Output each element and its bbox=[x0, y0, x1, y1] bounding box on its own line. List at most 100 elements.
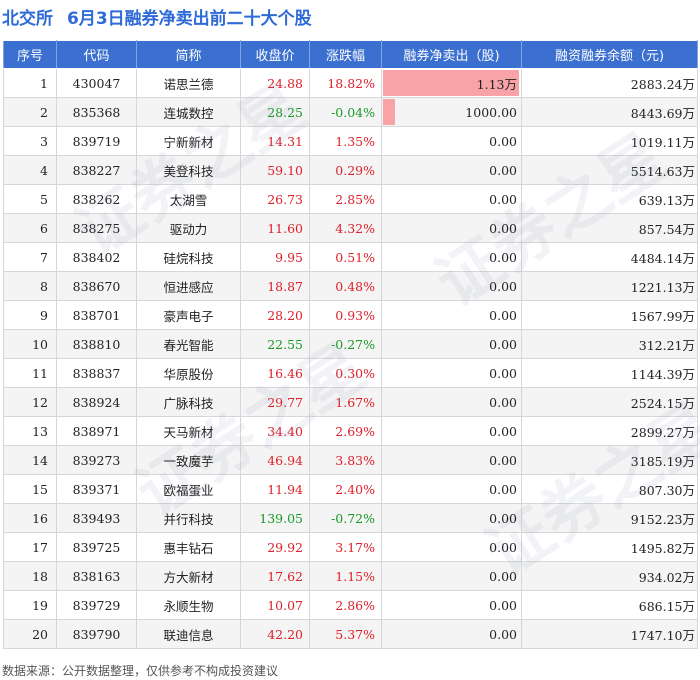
net-sell-value: 0.00 bbox=[489, 162, 517, 178]
rank-cell: 1 bbox=[3, 68, 57, 98]
change-pct-cell: 0.30% bbox=[309, 358, 382, 388]
change-pct-cell: -0.04% bbox=[309, 97, 382, 127]
rank-cell: 8 bbox=[3, 271, 57, 301]
title-bar: 北交所 6月3日融券净卖出前二十大个股 bbox=[0, 0, 700, 32]
name-cell: 诺思兰德 bbox=[136, 68, 241, 98]
rank-cell: 19 bbox=[3, 590, 57, 620]
table-row: 10 838810 春光智能 22.55 -0.27% 0.00 312.21万 bbox=[3, 329, 698, 359]
rank-cell: 15 bbox=[3, 474, 57, 504]
code-cell: 838837 bbox=[56, 358, 137, 388]
name-cell: 天马新材 bbox=[136, 416, 241, 446]
close-price-cell: 17.62 bbox=[240, 561, 310, 591]
net-sell-value: 0.00 bbox=[489, 336, 517, 352]
code-cell: 838163 bbox=[56, 561, 137, 591]
change-pct-cell: 3.17% bbox=[309, 532, 382, 562]
net-sell-value: 0.00 bbox=[489, 626, 517, 642]
change-pct-cell: 4.32% bbox=[309, 213, 382, 243]
name-cell: 方大新材 bbox=[136, 561, 241, 591]
header-balance[interactable]: 融资融券余额（元) bbox=[521, 40, 698, 69]
balance-cell: 312.21万 bbox=[521, 329, 698, 359]
net-sell-value: 0.00 bbox=[489, 249, 517, 265]
close-price-cell: 26.73 bbox=[240, 184, 310, 214]
net-sell-value: 1000.00 bbox=[465, 104, 517, 120]
balance-cell: 5514.63万 bbox=[521, 155, 698, 185]
code-cell: 838701 bbox=[56, 300, 137, 330]
net-sell-cell: 0.00 bbox=[381, 387, 522, 417]
table-row: 15 839371 欧福蛋业 11.94 2.40% 0.00 807.30万 bbox=[3, 474, 698, 504]
code-cell: 838924 bbox=[56, 387, 137, 417]
net-sell-cell: 0.00 bbox=[381, 474, 522, 504]
change-pct-cell: 3.83% bbox=[309, 445, 382, 475]
close-price-cell: 16.46 bbox=[240, 358, 310, 388]
balance-cell: 1221.13万 bbox=[521, 271, 698, 301]
rank-cell: 7 bbox=[3, 242, 57, 272]
rank-cell: 10 bbox=[3, 329, 57, 359]
code-cell: 839493 bbox=[56, 503, 137, 533]
header-name[interactable]: 简称 bbox=[136, 40, 241, 69]
net-sell-cell: 0.00 bbox=[381, 242, 522, 272]
change-pct-cell: 18.82% bbox=[309, 68, 382, 98]
data-source-note: 数据来源：公开数据整理，仅供参考不构成投资建议 bbox=[2, 664, 279, 678]
balance-cell: 807.30万 bbox=[521, 474, 698, 504]
balance-cell: 2524.15万 bbox=[521, 387, 698, 417]
close-price-cell: 28.25 bbox=[240, 97, 310, 127]
close-price-cell: 139.05 bbox=[240, 503, 310, 533]
close-price-cell: 10.07 bbox=[240, 590, 310, 620]
rank-cell: 4 bbox=[3, 155, 57, 185]
table-row: 20 839790 联迪信息 42.20 5.37% 0.00 1747.10万 bbox=[3, 619, 698, 649]
close-price-cell: 9.95 bbox=[240, 242, 310, 272]
balance-cell: 1019.11万 bbox=[521, 126, 698, 156]
close-price-cell: 14.31 bbox=[240, 126, 310, 156]
code-cell: 839790 bbox=[56, 619, 137, 649]
table-row: 19 839729 永顺生物 10.07 2.86% 0.00 686.15万 bbox=[3, 590, 698, 620]
change-pct-cell: 2.40% bbox=[309, 474, 382, 504]
name-cell: 硅烷科技 bbox=[136, 242, 241, 272]
rank-cell: 14 bbox=[3, 445, 57, 475]
table-header-row: 序号 代码 简称 收盘价 涨跌幅 融券净卖出（股) 融资融券余额（元) bbox=[3, 40, 698, 69]
rank-cell: 3 bbox=[3, 126, 57, 156]
net-sell-value: 0.00 bbox=[489, 597, 517, 613]
net-sell-cell: 0.00 bbox=[381, 184, 522, 214]
net-sell-cell: 1000.00 bbox=[381, 97, 522, 127]
change-pct-cell: 5.37% bbox=[309, 619, 382, 649]
table-row: 1 430047 诺思兰德 24.88 18.82% 1.13万 2883.24万 bbox=[3, 68, 698, 98]
code-cell: 838670 bbox=[56, 271, 137, 301]
net-sell-table: 序号 代码 简称 收盘价 涨跌幅 融券净卖出（股) 融资融券余额（元) 1 430… bbox=[3, 40, 698, 649]
header-rank[interactable]: 序号 bbox=[3, 40, 57, 69]
change-pct-cell: 2.86% bbox=[309, 590, 382, 620]
table-row: 9 838701 豪声电子 28.20 0.93% 0.00 1567.99万 bbox=[3, 300, 698, 330]
name-cell: 联迪信息 bbox=[136, 619, 241, 649]
close-price-cell: 28.20 bbox=[240, 300, 310, 330]
rank-cell: 6 bbox=[3, 213, 57, 243]
name-cell: 驱动力 bbox=[136, 213, 241, 243]
net-sell-cell: 0.00 bbox=[381, 561, 522, 591]
net-sell-cell: 1.13万 bbox=[381, 68, 522, 98]
net-sell-value: 0.00 bbox=[489, 191, 517, 207]
code-cell: 835368 bbox=[56, 97, 137, 127]
close-price-cell: 18.87 bbox=[240, 271, 310, 301]
net-sell-value: 0.00 bbox=[489, 539, 517, 555]
balance-cell: 686.15万 bbox=[521, 590, 698, 620]
net-sell-value: 0.00 bbox=[489, 568, 517, 584]
header-change[interactable]: 涨跌幅 bbox=[309, 40, 382, 69]
table-row: 17 839725 惠丰钻石 29.92 3.17% 0.00 1495.82万 bbox=[3, 532, 698, 562]
name-cell: 豪声电子 bbox=[136, 300, 241, 330]
code-cell: 839725 bbox=[56, 532, 137, 562]
header-close[interactable]: 收盘价 bbox=[240, 40, 310, 69]
code-cell: 838971 bbox=[56, 416, 137, 446]
change-pct-cell: 0.29% bbox=[309, 155, 382, 185]
code-cell: 838227 bbox=[56, 155, 137, 185]
table-row: 4 838227 美登科技 59.10 0.29% 0.00 5514.63万 bbox=[3, 155, 698, 185]
balance-cell: 857.54万 bbox=[521, 213, 698, 243]
header-net-sell[interactable]: 融券净卖出（股) bbox=[381, 40, 522, 69]
header-code[interactable]: 代码 bbox=[56, 40, 137, 69]
close-price-cell: 29.92 bbox=[240, 532, 310, 562]
net-sell-cell: 0.00 bbox=[381, 445, 522, 475]
code-cell: 839729 bbox=[56, 590, 137, 620]
balance-cell: 1495.82万 bbox=[521, 532, 698, 562]
change-pct-cell: 2.69% bbox=[309, 416, 382, 446]
change-pct-cell: 1.35% bbox=[309, 126, 382, 156]
change-pct-cell: 0.48% bbox=[309, 271, 382, 301]
net-sell-cell: 0.00 bbox=[381, 126, 522, 156]
net-sell-cell: 0.00 bbox=[381, 213, 522, 243]
